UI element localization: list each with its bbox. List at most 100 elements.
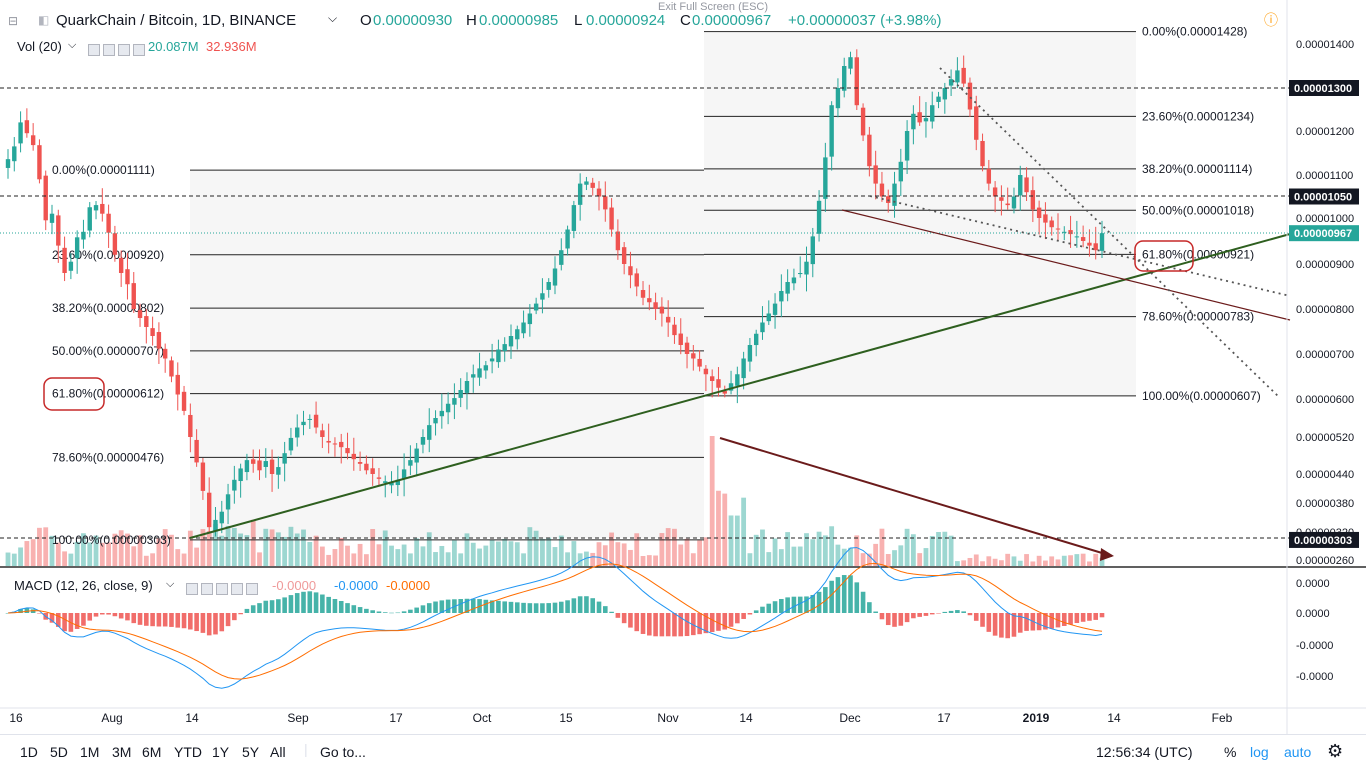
volume-bar bbox=[502, 538, 508, 566]
range-1m[interactable]: 1M bbox=[80, 744, 100, 760]
macd-hist-bar bbox=[162, 613, 168, 627]
macd-line bbox=[7, 547, 1103, 689]
candle-body bbox=[735, 374, 740, 386]
candle-body bbox=[835, 88, 841, 109]
macd-hist-bar bbox=[1005, 613, 1010, 639]
candle-body bbox=[829, 105, 834, 157]
macd-hist-bar bbox=[879, 613, 885, 620]
range-all[interactable]: All bbox=[270, 744, 286, 760]
trendline-dotted-upper[interactable] bbox=[939, 67, 1281, 399]
macd-indicator-buttons[interactable] bbox=[186, 580, 261, 595]
macd-hist-bar bbox=[829, 580, 834, 613]
candle-body bbox=[1024, 177, 1029, 193]
macd-hist-bar bbox=[426, 603, 432, 613]
candle-body bbox=[753, 333, 759, 346]
candle-body bbox=[540, 293, 545, 300]
macd-hist-bar bbox=[973, 613, 979, 621]
chevron-down-icon[interactable]: ⌵ bbox=[166, 578, 175, 590]
volume-bar bbox=[1055, 559, 1061, 566]
macd-hist-bar bbox=[376, 611, 382, 613]
macd-hist-bar bbox=[835, 577, 841, 613]
range-1d[interactable]: 1D bbox=[20, 744, 38, 760]
exit-fullscreen-hint[interactable]: Exit Full Screen (ESC) bbox=[658, 1, 769, 13]
macd-hist-bar bbox=[634, 613, 640, 632]
symbol-title[interactable]: QuarkChain / Bitcoin, 1D, BINANCE bbox=[56, 12, 297, 29]
macd-hist-bar bbox=[276, 599, 281, 613]
volume-bar bbox=[62, 551, 67, 566]
price-chart[interactable]: 0.00%(0.00001111) 23.60%(0.00000920) 38.20… bbox=[0, 0, 1366, 734]
macd-hist-bar bbox=[357, 607, 363, 613]
x-tick-label: Oct bbox=[473, 711, 492, 725]
macd-hist-bar bbox=[1043, 613, 1048, 630]
candle-body bbox=[276, 467, 281, 475]
candle-body bbox=[225, 494, 231, 510]
range-1y[interactable]: 1Y bbox=[212, 744, 230, 760]
volume-bar bbox=[225, 525, 231, 566]
volume-bar bbox=[81, 533, 86, 566]
volume-bar bbox=[609, 532, 614, 566]
volume-bar bbox=[596, 542, 602, 566]
volume-down-arrow-line[interactable] bbox=[719, 437, 1113, 557]
macd-hist-bar bbox=[1099, 613, 1105, 618]
collapse-icon[interactable]: ⊟ bbox=[8, 14, 19, 28]
candle-body bbox=[634, 273, 639, 287]
chevron-down-icon[interactable]: ⌵ bbox=[68, 39, 77, 51]
candle-body bbox=[452, 398, 457, 405]
candle-body bbox=[653, 302, 658, 309]
volume-label[interactable]: Vol (20) bbox=[17, 39, 62, 54]
macd-hist-bar bbox=[615, 613, 621, 618]
candle-body bbox=[785, 282, 790, 294]
log-toggle[interactable]: log bbox=[1250, 744, 1269, 760]
range-6m[interactable]: 6M bbox=[142, 744, 162, 760]
auto-toggle[interactable]: auto bbox=[1284, 744, 1312, 760]
candle-body bbox=[930, 105, 935, 122]
range-3m[interactable]: 3M bbox=[112, 744, 132, 760]
percent-toggle[interactable]: % bbox=[1224, 744, 1237, 760]
fib-label-right: 50.00%(0.00001018) bbox=[1142, 203, 1254, 217]
chevron-down-icon[interactable]: ⌵ bbox=[328, 11, 338, 25]
candle-body bbox=[779, 291, 784, 302]
candle-body bbox=[137, 310, 143, 318]
candle-body bbox=[980, 140, 985, 167]
macd-hist-bar bbox=[810, 594, 816, 613]
candle-body bbox=[923, 118, 929, 122]
close-label: C bbox=[680, 12, 691, 29]
goto-date-button[interactable]: Go to... bbox=[320, 744, 366, 760]
trendline-green[interactable] bbox=[189, 233, 1291, 539]
candle-body bbox=[288, 437, 294, 451]
volume-bar bbox=[521, 553, 526, 566]
volume-bar bbox=[213, 523, 218, 566]
warning-icon[interactable]: ⓘ bbox=[1264, 12, 1278, 28]
candle-body bbox=[345, 448, 350, 454]
volume-bar bbox=[973, 554, 979, 566]
candle-body bbox=[112, 233, 118, 255]
candle-body bbox=[1030, 190, 1036, 210]
macd-hist-bar bbox=[87, 613, 93, 621]
clock-time[interactable]: 12:56:34 (UTC) bbox=[1096, 744, 1193, 760]
volume-bar bbox=[407, 553, 413, 566]
macd-hist-bar bbox=[181, 613, 187, 629]
x-tick-label: 14 bbox=[1107, 711, 1121, 725]
candle-body bbox=[842, 66, 847, 91]
candle-body bbox=[804, 261, 809, 275]
macd-hist-bar bbox=[420, 605, 426, 613]
arrow-head-icon bbox=[1100, 548, 1114, 561]
macd-label[interactable]: MACD (12, 26, close, 9) bbox=[14, 578, 153, 593]
volume-bar bbox=[747, 553, 753, 566]
trendline-brown[interactable] bbox=[841, 209, 1291, 321]
y-tick-label: 0.00000260 bbox=[1296, 555, 1354, 567]
candle-body bbox=[1055, 228, 1061, 230]
candle-body bbox=[301, 421, 306, 426]
macd-hist-bar bbox=[288, 595, 294, 613]
volume-bar bbox=[571, 541, 577, 566]
range-ytd[interactable]: YTD bbox=[174, 744, 202, 760]
candle-body bbox=[527, 313, 533, 325]
y-tick-label: 0.00001200 bbox=[1296, 126, 1354, 138]
range-5y[interactable]: 5Y bbox=[242, 744, 260, 760]
volume-bar bbox=[772, 538, 778, 566]
macd-hist-bar bbox=[665, 613, 671, 637]
range-5d[interactable]: 5D bbox=[50, 744, 68, 760]
candle-body bbox=[401, 469, 407, 479]
gear-icon[interactable]: ⚙ bbox=[1327, 741, 1344, 761]
indicator-buttons[interactable] bbox=[88, 41, 148, 56]
